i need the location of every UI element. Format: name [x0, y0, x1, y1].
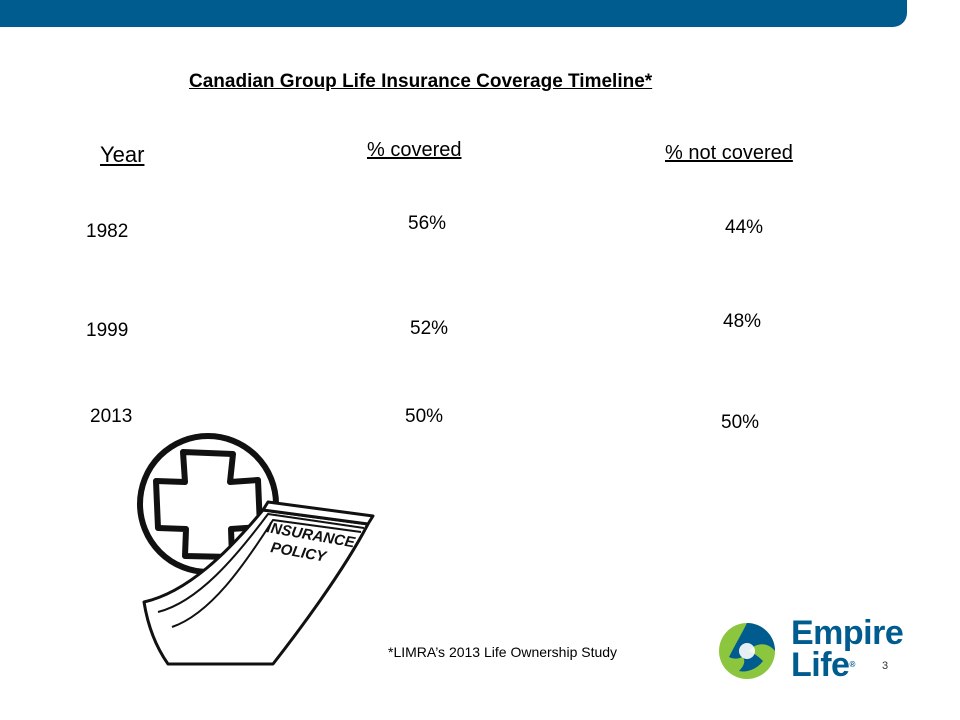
row-2013-year: 2013 [90, 406, 133, 427]
empire-life-swirl-icon [719, 623, 775, 679]
column-header-year: Year [100, 142, 145, 167]
row-1982-year: 1982 [86, 221, 129, 242]
page-title: Canadian Group Life Insurance Coverage T… [189, 71, 653, 92]
row-1999-not-covered: 48% [723, 311, 762, 332]
insurance-policy-illustration: INSURANCE POLICY [128, 432, 388, 673]
row-1999-year: 1999 [86, 320, 129, 341]
column-header-covered: % covered [367, 139, 462, 161]
top-banner [0, 0, 907, 27]
row-1982-covered: 56% [408, 213, 447, 234]
logo-text-life: Life [791, 646, 850, 684]
row-1999-covered: 52% [410, 318, 449, 339]
footnote: *LIMRA’s 2013 Life Ownership Study [388, 644, 618, 660]
empire-life-logo: Empire Life® [717, 614, 907, 684]
row-1982-not-covered: 44% [725, 217, 764, 238]
row-2013-covered: 50% [405, 406, 444, 427]
registered-mark: ® [849, 660, 855, 669]
page-number: 3 [882, 660, 889, 672]
column-header-not-covered: % not covered [665, 142, 793, 164]
logo-text-empire: Empire [791, 614, 904, 652]
row-2013-not-covered: 50% [721, 412, 760, 433]
